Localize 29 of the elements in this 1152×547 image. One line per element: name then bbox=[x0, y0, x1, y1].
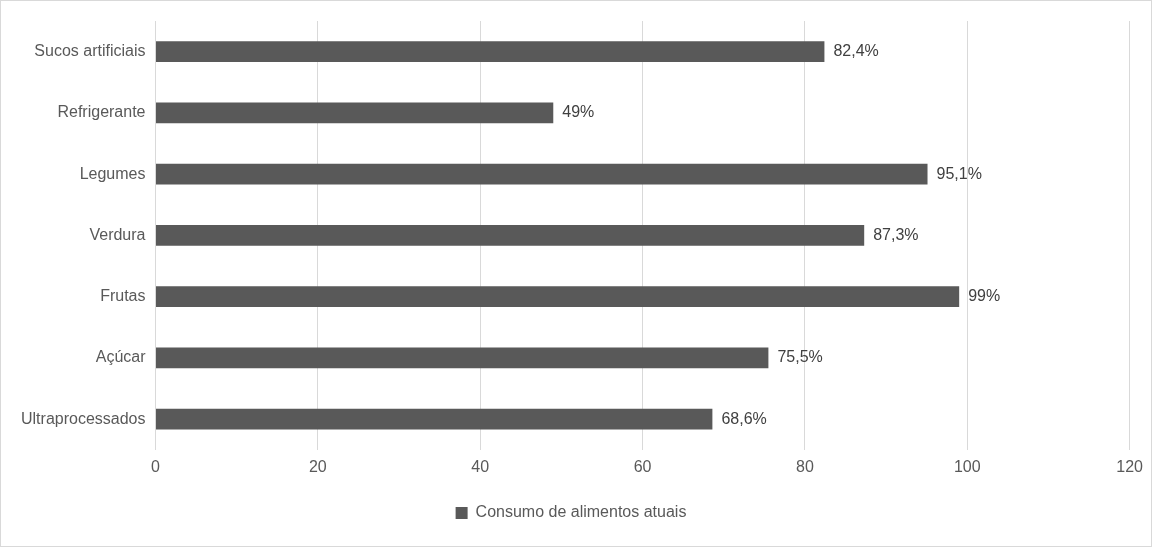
y-tick-label: Açúcar bbox=[95, 348, 147, 366]
bar bbox=[156, 102, 554, 124]
y-tick-label: Refrigerante bbox=[57, 103, 146, 121]
data-label: 82,4% bbox=[833, 42, 879, 60]
data-label: 49% bbox=[562, 103, 595, 121]
data-label: 75,5% bbox=[777, 348, 823, 366]
x-tick-label: 20 bbox=[308, 457, 327, 475]
y-tick-label: Legumes bbox=[79, 164, 146, 182]
data-label: 99% bbox=[968, 287, 1001, 305]
bar bbox=[156, 408, 713, 430]
bar bbox=[156, 286, 960, 308]
x-tick-label: 40 bbox=[471, 457, 490, 475]
bar bbox=[156, 347, 769, 369]
x-tick-label: 100 bbox=[953, 457, 981, 475]
data-label: 68,6% bbox=[721, 409, 767, 427]
x-tick-label: 120 bbox=[1116, 457, 1144, 475]
x-tick-label: 80 bbox=[796, 457, 814, 475]
bar bbox=[156, 41, 825, 63]
y-tick-label: Frutas bbox=[100, 287, 146, 305]
bar bbox=[156, 224, 865, 246]
y-tick-label: Ultraprocessados bbox=[21, 409, 146, 427]
data-label: 87,3% bbox=[873, 225, 919, 243]
y-tick-label: Verdura bbox=[89, 225, 146, 243]
x-tick-label: 60 bbox=[633, 457, 652, 475]
bar bbox=[156, 163, 928, 185]
legend-label: Consumo de alimentos atuais bbox=[475, 503, 687, 521]
y-tick-label: Sucos artificiais bbox=[34, 42, 146, 60]
data-label: 95,1% bbox=[936, 164, 982, 182]
x-tick-label: 0 bbox=[151, 457, 161, 475]
